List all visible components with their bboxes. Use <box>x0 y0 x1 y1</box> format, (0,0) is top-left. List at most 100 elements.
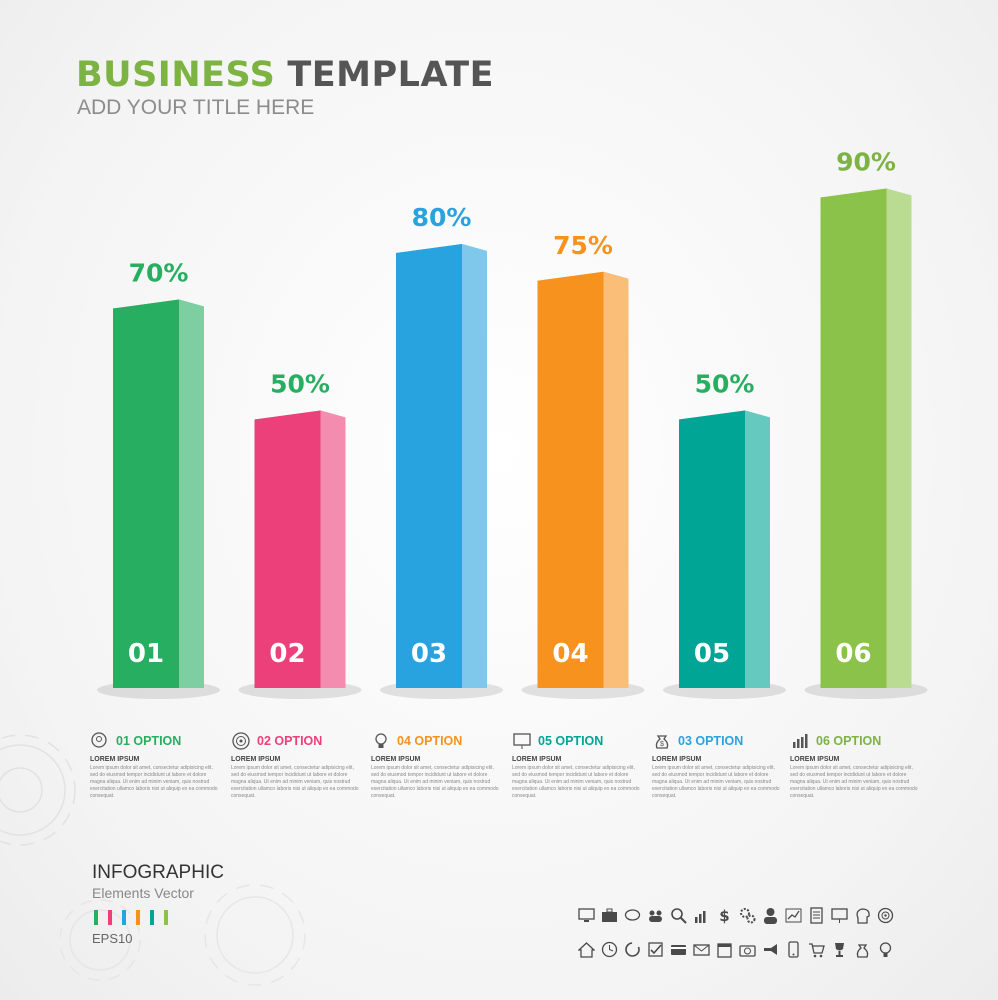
value-label: 80% <box>412 203 472 232</box>
option-body: Lorem ipsum dolor sit amet, consectetur … <box>652 765 780 799</box>
user-icon <box>764 908 777 924</box>
page-subtitle: ADD YOUR TITLE HERE <box>77 96 315 119</box>
bar-side-face <box>745 410 770 688</box>
bar-front-face <box>254 410 321 688</box>
option-heading: LOREM IPSUM <box>371 756 421 763</box>
option-body: Lorem ipsum dolor sit amet, consectetur … <box>231 765 359 799</box>
team-icon <box>649 910 662 922</box>
value-label: 70% <box>129 259 189 288</box>
option-header: 05 OPTION <box>512 730 644 752</box>
bar-side-face <box>179 299 204 688</box>
option-header: 01 OPTION <box>90 730 222 752</box>
option-item-5: $03 OPTION LOREM IPSUM Lorem ipsum dolor s… <box>652 730 784 800</box>
option-body: Lorem ipsum dolor sit amet, consectetur … <box>371 765 499 799</box>
presentation-icon <box>513 733 531 749</box>
gear-background-icon <box>60 884 306 986</box>
category-label: 04 <box>552 639 588 669</box>
option-title: 06 OPTION <box>816 734 882 748</box>
value-label: 90% <box>836 148 896 177</box>
lightbulb-icon <box>375 733 387 748</box>
bar-side-face <box>886 188 912 688</box>
value-label: 50% <box>695 370 755 399</box>
svg-text:$: $ <box>719 907 729 924</box>
title-word-business: BUSINESS <box>76 55 276 95</box>
option-header: 06 OPTION <box>790 730 922 752</box>
credit-card-icon <box>671 945 686 955</box>
color-swatch <box>108 910 112 925</box>
search-icon <box>671 908 687 924</box>
infographic-subtitle: Elements Vector <box>92 885 194 901</box>
briefcase-icon <box>602 908 617 922</box>
bar-side-face <box>603 271 629 688</box>
category-label: 05 <box>694 639 730 669</box>
money-bag-icon <box>856 944 869 958</box>
clock-icon <box>601 941 618 958</box>
bar-front-face <box>537 271 604 688</box>
option-body: Lorem ipsum dolor sit amet, consectetur … <box>790 765 918 799</box>
option-heading: LOREM IPSUM <box>790 756 840 763</box>
gear-background-icon <box>0 734 76 846</box>
document-icon <box>810 907 823 924</box>
value-label: 50% <box>270 370 330 399</box>
dollar-icon: $ <box>719 907 729 924</box>
mail-icon <box>693 944 710 956</box>
color-swatch <box>136 910 140 925</box>
line-chart-icon <box>785 908 802 923</box>
option-title: 02 OPTION <box>257 734 323 748</box>
option-title: 05 OPTION <box>538 734 604 748</box>
option-heading: LOREM IPSUM <box>512 756 562 763</box>
bar-01: 01 70% <box>97 259 220 699</box>
value-label: 75% <box>553 231 613 260</box>
option-title: 04 OPTION <box>397 734 463 748</box>
option-body: Lorem ipsum dolor sit amet, consectetur … <box>512 765 640 799</box>
trophy-icon <box>835 943 844 957</box>
bar-front-face <box>679 410 745 688</box>
bar-chart: 01 70% 02 50% 03 80% 04 75% 05 50% 06 90% <box>97 148 928 699</box>
lightbulb-icon <box>879 942 892 957</box>
option-item-1: 01 OPTION LOREM IPSUM Lorem ipsum dolor si… <box>90 730 222 800</box>
bar-05: 05 50% <box>663 370 786 699</box>
option-item-4: 05 OPTION LOREM IPSUM Lorem ipsum dolor si… <box>512 730 644 800</box>
bar-06: 06 90% <box>804 148 928 699</box>
option-heading: LOREM IPSUM <box>90 756 140 763</box>
page-title: BUSINESS TEMPLATE <box>76 55 494 95</box>
money-bag-icon: $ <box>655 735 669 749</box>
category-label: 03 <box>411 639 447 669</box>
option-body: Lorem ipsum dolor sit amet, consectetur … <box>90 765 218 799</box>
category-label: 06 <box>835 639 871 669</box>
megaphone-icon <box>764 944 777 955</box>
bar-04: 04 75% <box>521 231 645 699</box>
option-header: 04 OPTION <box>371 730 503 752</box>
bar-front-face <box>113 299 179 688</box>
bar-03: 03 80% <box>380 203 503 699</box>
target-icon <box>877 907 894 924</box>
camera-icon <box>739 945 756 957</box>
growth-icon <box>695 911 706 923</box>
bar-chart-icon <box>793 734 808 748</box>
infographic-title: INFOGRAPHIC <box>92 862 224 883</box>
option-title: 03 OPTION <box>678 734 744 748</box>
bar-front-face <box>396 244 462 688</box>
bar-side-face <box>320 410 346 688</box>
icon-set-row-2 <box>578 941 894 958</box>
bar-side-face <box>462 244 487 688</box>
category-label: 01 <box>128 639 164 669</box>
presentation-icon <box>831 908 848 923</box>
bar-front-face <box>820 188 887 688</box>
svg-text:$: $ <box>660 741 664 748</box>
monitor-icon <box>578 908 595 922</box>
bar-02: 02 50% <box>238 370 362 699</box>
phone-icon <box>788 941 799 958</box>
color-swatch <box>122 910 126 925</box>
category-label: 02 <box>269 639 305 669</box>
infographic-format: EPS10 <box>92 931 133 946</box>
option-item-6: 06 OPTION LOREM IPSUM Lorem ipsum dolor si… <box>790 730 922 800</box>
chat-icon <box>624 909 641 921</box>
color-swatch <box>94 910 98 925</box>
home-icon <box>578 942 595 958</box>
color-swatches <box>94 910 224 925</box>
target-icon <box>232 732 250 750</box>
option-title: 01 OPTION <box>116 734 182 748</box>
option-header: $03 OPTION <box>652 730 784 752</box>
cart-icon <box>809 943 825 958</box>
